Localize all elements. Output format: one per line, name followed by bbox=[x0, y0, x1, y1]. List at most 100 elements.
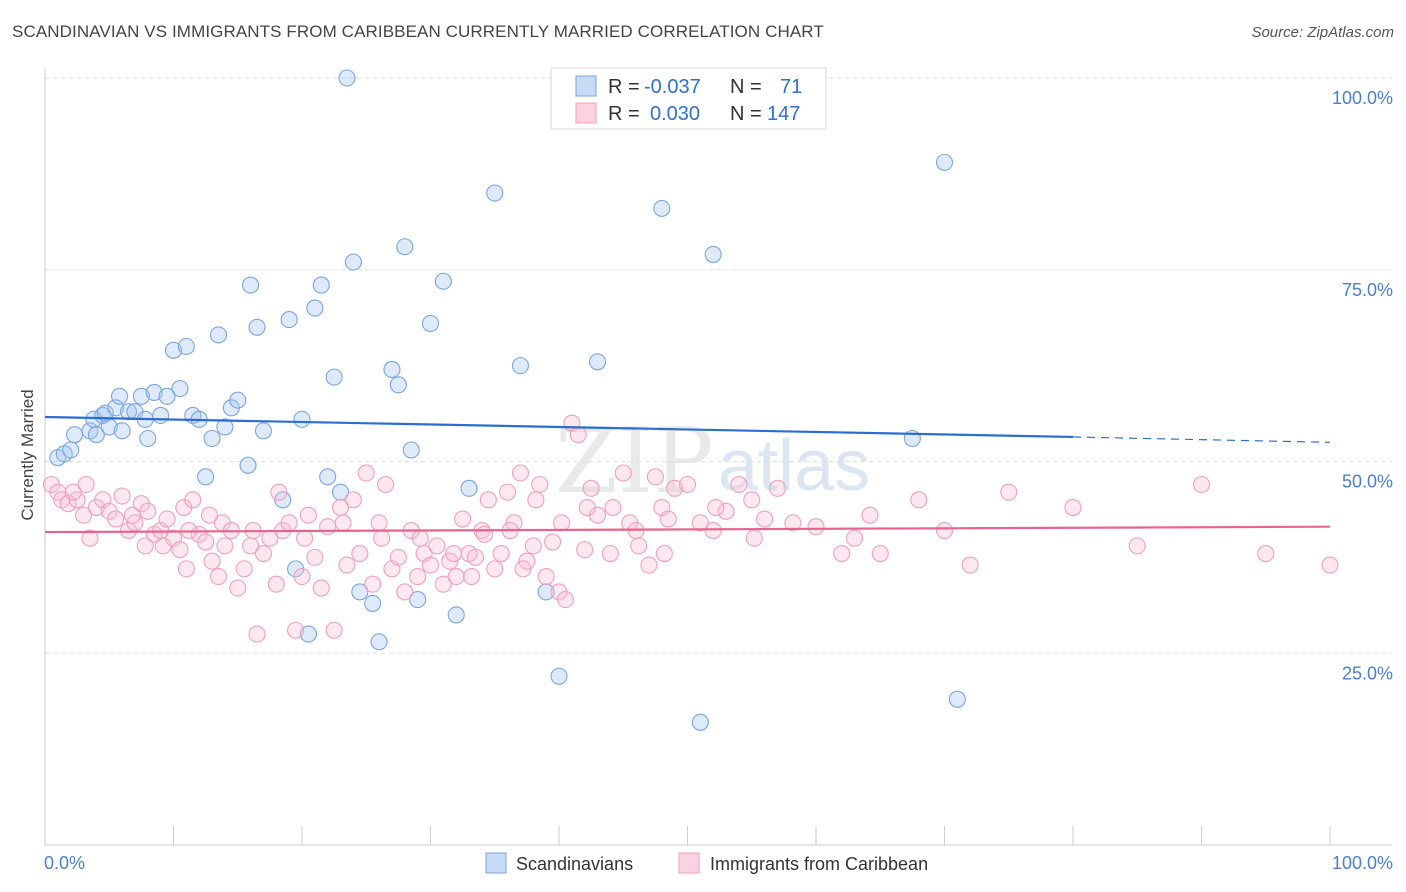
caribbean-point-78 bbox=[518, 552, 536, 570]
caribbean-point-126 bbox=[373, 529, 391, 547]
scandinavian-point-63 bbox=[550, 667, 568, 685]
caribbean-point-25 bbox=[184, 491, 202, 509]
caribbean-point-64 bbox=[428, 537, 446, 555]
caribbean-point-100 bbox=[691, 514, 709, 532]
caribbean-point-114 bbox=[1000, 483, 1018, 501]
scandinavian-point-40 bbox=[299, 625, 317, 643]
bottom-legend-label-scandinavians[interactable]: Scandinavians bbox=[516, 854, 633, 874]
caribbean-point-117 bbox=[1192, 475, 1211, 494]
caribbean-point-77 bbox=[511, 464, 530, 482]
caribbean-point-67 bbox=[447, 567, 465, 586]
caribbean-point-86 bbox=[569, 426, 587, 444]
scandinavian-point-50 bbox=[370, 633, 388, 651]
caribbean-point-74 bbox=[492, 544, 510, 563]
series-legend: Scandinavians Immigrants from Caribbean bbox=[485, 852, 928, 874]
caribbean-point-119 bbox=[1321, 556, 1339, 574]
scandinavian-point-12 bbox=[113, 422, 131, 440]
scandinavian-point-70 bbox=[948, 690, 966, 708]
chart-title: SCANDINAVIAN VS IMMIGRANTS FROM CARIBBEA… bbox=[12, 22, 824, 41]
scandinavian-point-22 bbox=[171, 380, 189, 398]
caribbean-point-42 bbox=[287, 621, 305, 639]
caribbean-point-41 bbox=[280, 514, 298, 532]
caribbean-point-102 bbox=[717, 502, 735, 520]
bottom-legend-label-caribbean[interactable]: Immigrants from Caribbean bbox=[710, 854, 928, 874]
caribbean-point-122 bbox=[123, 506, 141, 524]
caribbean-point-127 bbox=[411, 529, 429, 547]
scandinavian-point-31 bbox=[229, 391, 247, 409]
caribbean-point-46 bbox=[312, 579, 330, 597]
caribbean-point-88 bbox=[582, 479, 600, 497]
scandinavian-point-45 bbox=[331, 483, 350, 501]
caribbean-point-142 bbox=[463, 567, 481, 586]
caribbean-point-63 bbox=[421, 556, 440, 574]
scandinavian-point-61 bbox=[511, 357, 530, 375]
legend-r-value-1: -0.037 bbox=[644, 76, 701, 98]
caribbean-point-97 bbox=[659, 510, 677, 528]
scandinavian-point-65 bbox=[653, 199, 671, 217]
caribbean-point-48 bbox=[325, 621, 343, 639]
scandinavian-point-47 bbox=[344, 253, 362, 271]
caribbean-point-99 bbox=[678, 475, 697, 494]
scandinavian-point-59 bbox=[460, 479, 478, 497]
caribbean-point-4 bbox=[68, 491, 86, 509]
scandinavian-point-2 bbox=[62, 441, 80, 459]
caribbean-point-133 bbox=[655, 544, 673, 563]
axes bbox=[44, 68, 1392, 846]
caribbean-point-72 bbox=[479, 491, 497, 509]
scandinavian-point-55 bbox=[409, 591, 427, 609]
scandinavian-point-54 bbox=[402, 441, 420, 459]
caribbean-point-145 bbox=[630, 537, 648, 555]
caribbean-point-104 bbox=[743, 491, 761, 509]
scandinavian-point-34 bbox=[248, 318, 266, 336]
legend-swatch-scandinavians bbox=[575, 75, 597, 97]
caribbean-point-28 bbox=[203, 552, 221, 570]
caribbean-point-137 bbox=[861, 506, 879, 524]
scandinavian-point-36 bbox=[274, 491, 292, 509]
legend-r-label-2: R = bbox=[608, 103, 640, 125]
scandinavian-point-19 bbox=[152, 406, 170, 425]
scandinavian-point-41 bbox=[306, 299, 324, 317]
legend-r-value-2: 0.030 bbox=[650, 103, 700, 125]
source-label: Source: ZipAtlas.com bbox=[1251, 24, 1394, 41]
scandinavian-point-6 bbox=[87, 426, 105, 444]
caribbean-point-115 bbox=[1064, 498, 1082, 517]
scandinavian-point-64 bbox=[588, 353, 607, 371]
scandinavian-point-35 bbox=[254, 422, 273, 440]
caribbean-point-138 bbox=[200, 506, 219, 524]
caribbean-point-37 bbox=[254, 544, 273, 563]
caribbean-point-45 bbox=[306, 548, 324, 566]
caribbean-point-94 bbox=[640, 556, 658, 574]
caribbean-point-81 bbox=[537, 567, 555, 586]
y-tick-label-50: 50.0% bbox=[1342, 472, 1393, 492]
caribbean-point-39 bbox=[267, 575, 285, 593]
caribbean-point-101 bbox=[704, 521, 722, 540]
caribbean-point-24 bbox=[177, 560, 195, 578]
caribbean-point-58 bbox=[389, 548, 407, 566]
watermark-atlas: atlas bbox=[718, 426, 870, 506]
caribbean-point-43 bbox=[293, 567, 311, 586]
caribbean-point-36 bbox=[248, 625, 266, 643]
scandinavian-point-48 bbox=[351, 583, 369, 601]
y-axis-label: Currently Married bbox=[18, 389, 37, 520]
caribbean-point-31 bbox=[216, 537, 234, 555]
caribbean-point-91 bbox=[614, 464, 632, 482]
caribbean-point-90 bbox=[601, 544, 619, 563]
caribbean-point-53 bbox=[357, 464, 375, 482]
caribbean-point-75 bbox=[499, 483, 517, 501]
correlation-legend: R = -0.037 N = 71 R = 0.030 N = 147 bbox=[550, 67, 827, 130]
caribbean-point-1 bbox=[49, 483, 67, 501]
legend-box bbox=[550, 67, 827, 130]
scandinavian-point-67 bbox=[704, 245, 722, 263]
caribbean-point-33 bbox=[229, 579, 247, 597]
scandinavian-point-3 bbox=[66, 426, 84, 444]
series-caribbean bbox=[42, 414, 1339, 643]
scandinavian-point-15 bbox=[132, 387, 150, 405]
caribbean-point-107 bbox=[807, 518, 825, 536]
caribbean-point-22 bbox=[171, 541, 189, 559]
caribbean-point-70 bbox=[466, 548, 485, 566]
caribbean-point-66 bbox=[441, 552, 459, 570]
scandinavian-point-21 bbox=[164, 341, 183, 359]
caribbean-point-135 bbox=[745, 529, 763, 547]
caribbean-point-144 bbox=[578, 498, 596, 517]
caribbean-point-109 bbox=[845, 529, 864, 547]
